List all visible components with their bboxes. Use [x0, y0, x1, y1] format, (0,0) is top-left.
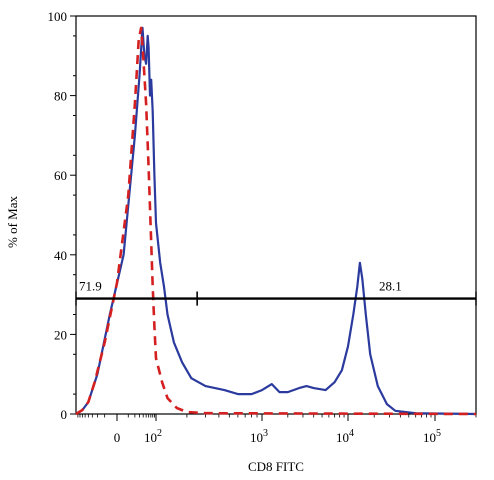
x-tick-label: 0: [114, 430, 121, 445]
gate-label: 28.1: [379, 279, 402, 294]
y-tick-label: 0: [61, 407, 68, 422]
gate-label: 71.9: [79, 279, 102, 294]
y-axis: 0 20 40 60 80 100: [48, 9, 76, 422]
x-tick-label: 104: [336, 428, 354, 445]
x-tick-label: 105: [423, 428, 441, 445]
y-tick-label: 60: [54, 168, 67, 183]
y-tick-label: 100: [48, 9, 68, 24]
plot-border: [75, 15, 477, 415]
plot-frame: [75, 15, 477, 415]
y-tick-label: 40: [54, 248, 67, 263]
y-axis-label: % of Max: [5, 196, 20, 248]
series-line-dashed: [75, 26, 477, 416]
gate-layer: 71.9 28.1: [75, 279, 477, 306]
x-axis: 0 102 103 104 105: [77, 414, 477, 445]
x-tick-label: 102: [144, 428, 162, 445]
y-tick-label: 20: [54, 327, 67, 342]
x-axis-label: CD8 FITC: [248, 459, 304, 474]
series-line-solid: [75, 26, 477, 416]
y-tick-label: 80: [54, 89, 67, 104]
series-layer: [75, 26, 477, 416]
x-tick-label: 103: [250, 428, 268, 445]
